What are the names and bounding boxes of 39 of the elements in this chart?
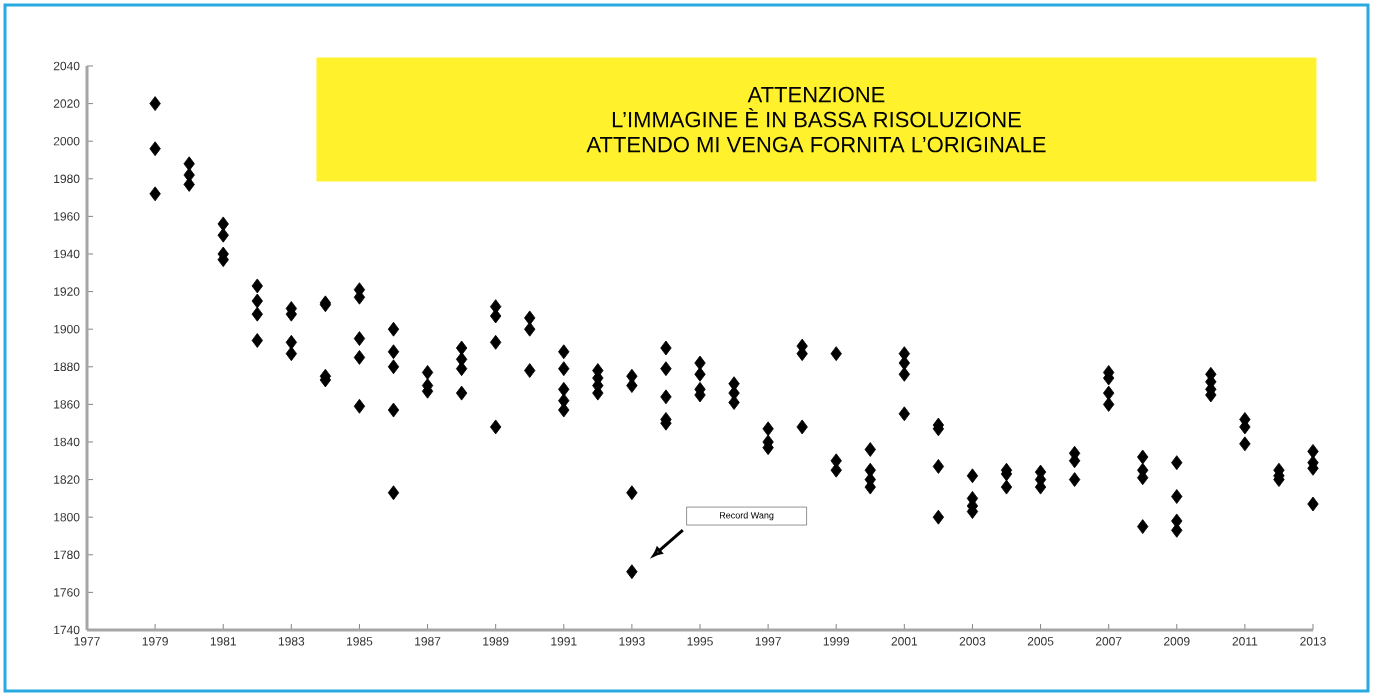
y-tick-label: 1880	[54, 362, 80, 372]
x-tick-label: 1999	[823, 637, 850, 646]
x-tick-label: 2013	[1300, 637, 1326, 646]
y-tick-label: 1820	[54, 475, 80, 484]
x-tick-label: 1985	[347, 637, 373, 646]
y-tick-label: 1760	[54, 588, 80, 597]
annotation: L’IMMAGINE È IN BASSA RISOLUZIONE	[612, 108, 1021, 128]
y-tick-label: 1980	[54, 174, 80, 184]
y-tick-label: 1900	[54, 324, 80, 334]
x-tick-label: 2003	[959, 637, 986, 646]
y-tick-label: 1860	[54, 400, 80, 409]
x-tick-label: 1995	[687, 637, 713, 646]
x-tick-label: 2007	[1095, 637, 1122, 646]
x-tick-label: 1989	[483, 637, 509, 646]
x-tick-label: 1983	[278, 637, 305, 646]
x-tick-label: 2005	[1027, 637, 1054, 646]
x-tick-label: 1981	[210, 637, 236, 646]
y-tick-label: 1740	[54, 625, 80, 635]
x-tick-label: 1993	[619, 637, 645, 646]
annotation: Record Wang	[719, 511, 774, 521]
y-tick-label: 2040	[53, 61, 80, 71]
y-tick-label: 1920	[54, 287, 80, 296]
y-tick-label: 2020	[53, 99, 80, 108]
x-tick-label: 1979	[142, 637, 168, 646]
annotation: ATTENDO MI VENGA FORNITA L’ORIGINALE	[586, 136, 1046, 153]
x-tick-label: 1991	[551, 637, 577, 646]
y-tick-label: 1940	[54, 249, 80, 259]
x-tick-label: 1997	[755, 637, 781, 646]
x-tick-label: 2011	[1232, 637, 1258, 646]
y-tick-label: 1800	[54, 512, 80, 522]
y-tick-label: 2000	[53, 136, 80, 146]
y-tick-label: 1780	[54, 550, 80, 560]
x-tick-label: 1987	[415, 637, 441, 646]
x-tick-label: 2001	[891, 637, 918, 646]
y-tick-label: 1960	[54, 212, 80, 221]
y-tick-label: 1840	[54, 437, 80, 447]
x-tick-label: 1977	[74, 637, 100, 646]
annotation: ATTENZIONE	[747, 86, 885, 103]
x-tick-label: 2009	[1164, 637, 1190, 646]
